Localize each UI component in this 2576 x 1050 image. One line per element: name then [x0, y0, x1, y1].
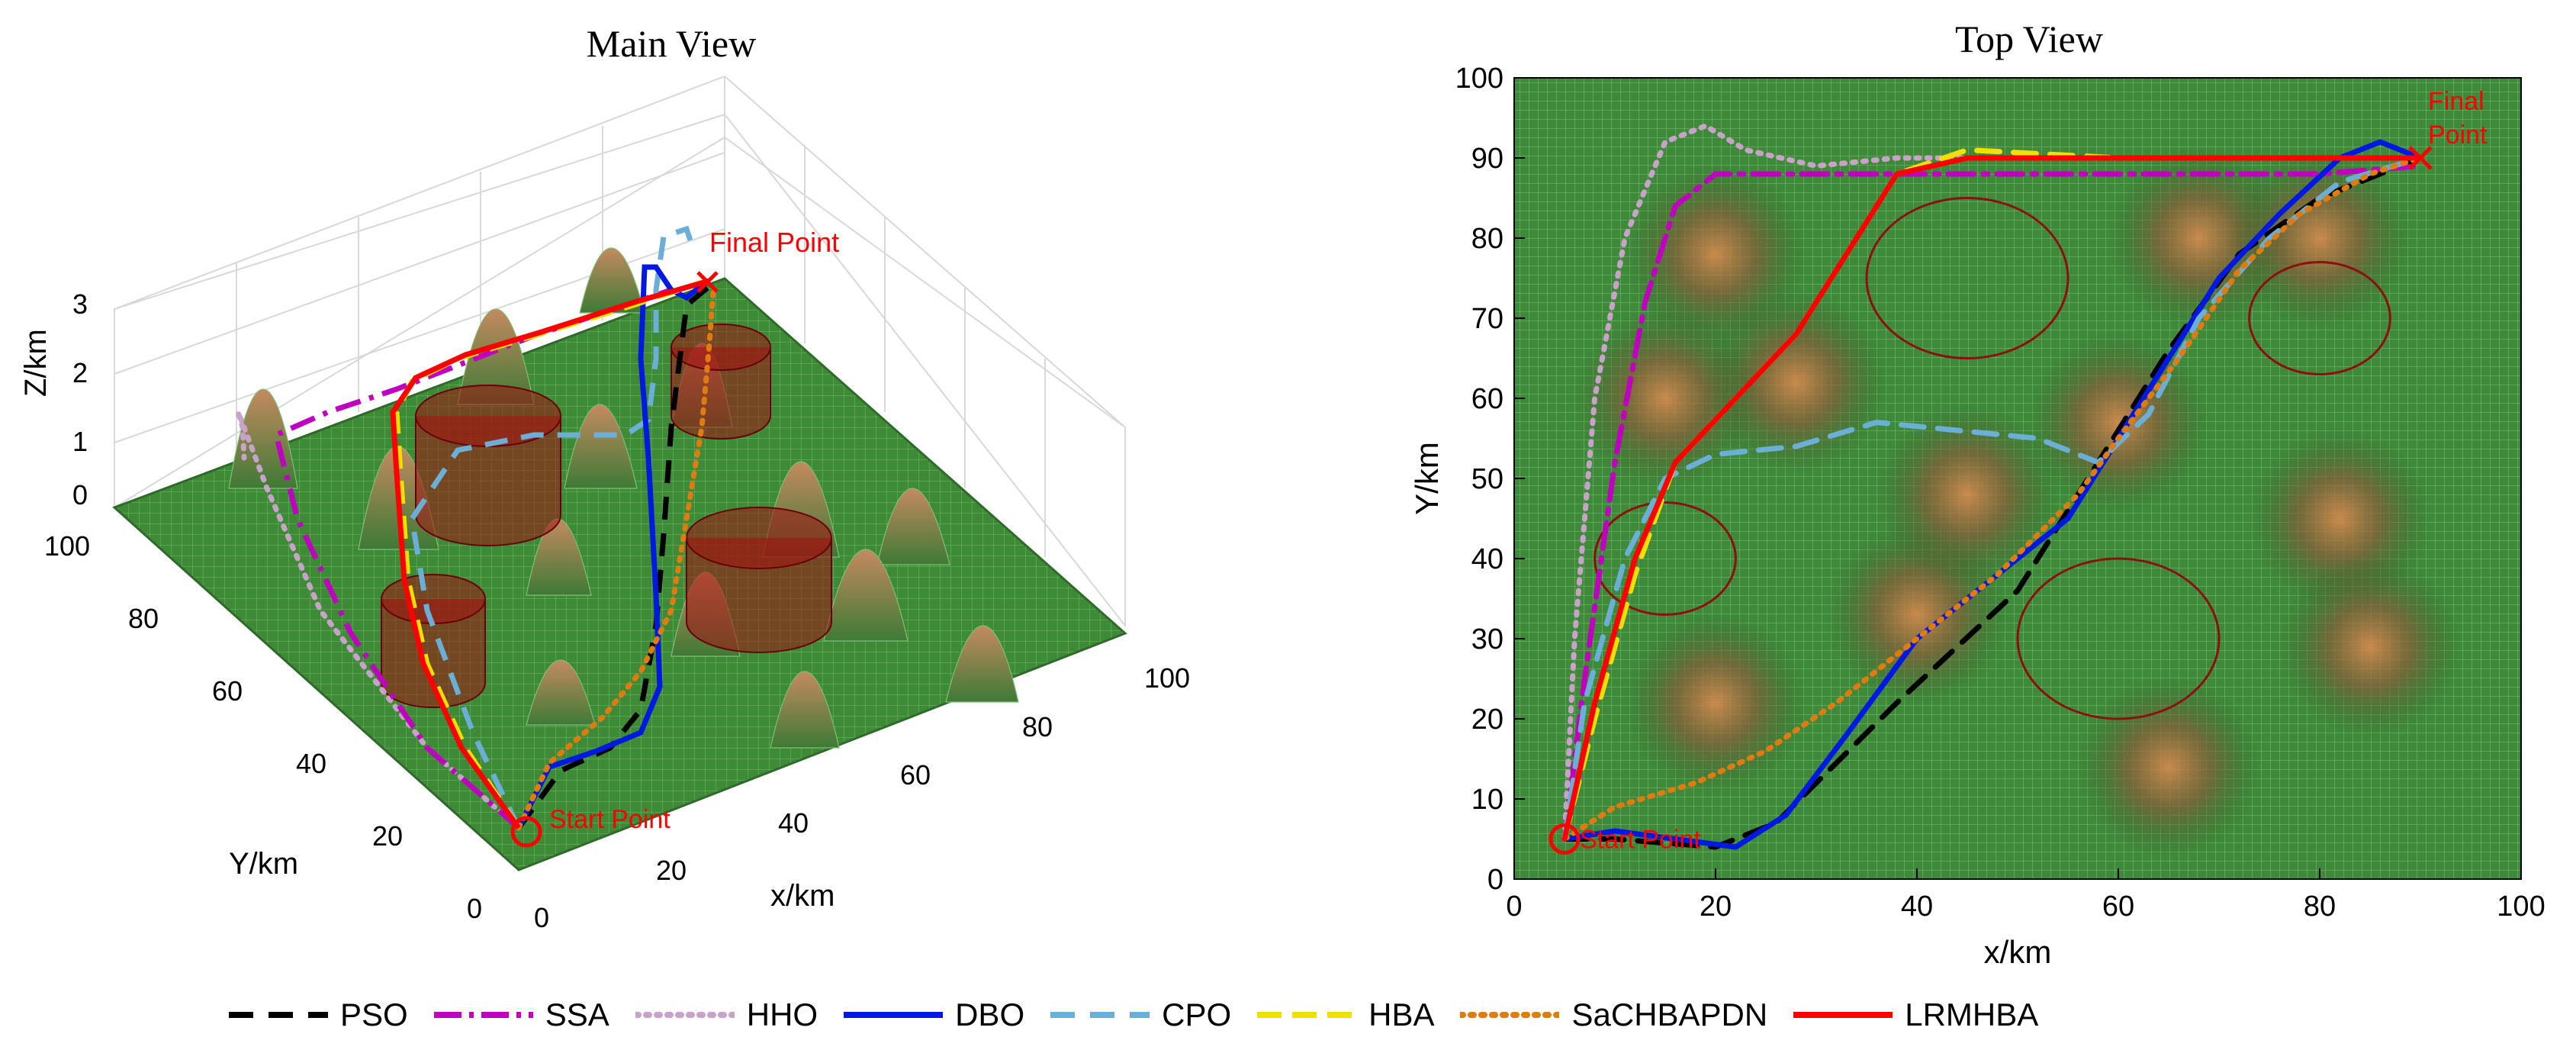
top-final-label: Final Point — [2428, 87, 2488, 150]
terrain-hill — [1876, 403, 2059, 586]
main-x-tick: 80 — [1022, 711, 1053, 742]
top-x-label: x/km — [1984, 934, 2052, 970]
x-tick-label: 80 — [2304, 891, 2336, 923]
x-tick-label: 60 — [2102, 891, 2134, 923]
legend-label: PSO — [340, 997, 408, 1032]
main-start-label: Start Point — [549, 805, 671, 834]
series-line-dbo — [1561, 139, 2423, 850]
legend: PSO SSA HHO DBO CPO HBA SaCHBAPDN LRMHBA — [229, 992, 2064, 1038]
main-y-tick: 60 — [212, 675, 243, 707]
legend-item-pso: PSO — [229, 997, 408, 1033]
main-view-title: Main View — [586, 22, 757, 65]
series-line-sachbapdn — [1561, 155, 2423, 842]
threat-cylinders — [381, 324, 832, 708]
y-tick-label: 40 — [1471, 543, 1503, 575]
main-final-label: Final Point — [709, 227, 839, 258]
main-start-marker — [510, 816, 542, 848]
terrain-hill — [1624, 611, 1807, 794]
legend-label: SaCHBAPDN — [1571, 997, 1768, 1032]
main-z-tick: 3 — [72, 288, 88, 320]
main-z-tick: 2 — [72, 357, 88, 388]
main-view-plot: Start Point Final Point — [112, 76, 1127, 871]
legend-label: DBO — [955, 997, 1025, 1032]
main-y-tick: 40 — [296, 748, 327, 779]
series-line-lrmhba — [1561, 155, 2423, 842]
y-tick-label: 60 — [1471, 383, 1503, 415]
series-line-ssa — [1561, 163, 2423, 842]
terrain-hill — [2228, 147, 2411, 330]
y-tick-label: 100 — [1455, 63, 1503, 95]
terrain-hill — [2077, 675, 2260, 858]
legend-item-ssa: SSA — [433, 997, 609, 1033]
top-view-title: Top View — [1955, 18, 2103, 60]
x-tick-label: 20 — [1700, 891, 1732, 923]
threat-circle — [2016, 557, 2221, 720]
main-z-tick: 1 — [72, 426, 88, 457]
x-tick-label: 100 — [2497, 891, 2545, 923]
threat-circle — [1594, 501, 1737, 616]
main-path-pso — [516, 284, 712, 830]
main-x-tick: 20 — [656, 855, 687, 886]
main-final-marker — [696, 271, 719, 293]
legend-item-cpo: CPO — [1050, 997, 1231, 1033]
main-x-tick: 100 — [1144, 662, 1191, 694]
main-y-tick: 80 — [128, 603, 159, 634]
main-x-tick: 0 — [534, 902, 550, 933]
main-path-sachbapdn — [516, 287, 716, 831]
terrain-hill — [2279, 555, 2462, 739]
main-path-ssa — [272, 287, 673, 830]
legend-label: LRMHBA — [1905, 997, 2039, 1032]
top-final-marker — [2408, 146, 2433, 170]
threat-circle — [2248, 261, 2391, 375]
legend-item-sachbapdn: SaCHBAPDN — [1460, 997, 1767, 1033]
y-tick-label: 50 — [1471, 463, 1503, 495]
y-tick-label: 90 — [1471, 143, 1503, 175]
threat-circle — [1865, 197, 2069, 359]
legend-label: HHO — [746, 997, 818, 1032]
legend-item-dbo: DBO — [844, 997, 1024, 1033]
main-y-tick: 100 — [44, 530, 91, 562]
main-y-label: Y/km — [229, 847, 299, 881]
top-view-clip-group — [1561, 123, 2462, 858]
legend-item-lrmhba: LRMHBA — [1793, 997, 2038, 1033]
top-start-label: Start Point — [1580, 826, 1701, 855]
main-path-lrmhba — [390, 278, 710, 830]
legend-item-hba: HBA — [1257, 997, 1434, 1033]
y-tick-label: 80 — [1471, 223, 1503, 255]
y-tick-label: 30 — [1471, 623, 1503, 655]
main-y-tick: 20 — [372, 820, 404, 852]
main-y-tick: 0 — [467, 893, 483, 924]
top-y-label: Y/km — [1409, 442, 1445, 515]
legend-label: HBA — [1368, 997, 1435, 1032]
y-tick-label: 70 — [1471, 303, 1503, 335]
x-tick-label: 40 — [1901, 891, 1933, 923]
top-start-marker — [1548, 823, 1581, 855]
y-tick-label: 0 — [1487, 864, 1503, 896]
y-tick-label: 20 — [1471, 704, 1503, 736]
x-tick-label: 0 — [1506, 891, 1522, 923]
y-tick-label: 10 — [1471, 784, 1503, 816]
legend-label: SSA — [545, 997, 609, 1032]
legend-item-hho: HHO — [635, 997, 818, 1033]
main-path-cpo — [409, 225, 697, 829]
terrain-hill — [1574, 307, 1757, 490]
main-x-label: x/km — [770, 879, 835, 913]
legend-label: CPO — [1162, 997, 1232, 1032]
main-z-tick: 0 — [72, 479, 88, 511]
main-x-tick: 40 — [778, 807, 809, 839]
main-x-tick: 60 — [900, 759, 931, 791]
